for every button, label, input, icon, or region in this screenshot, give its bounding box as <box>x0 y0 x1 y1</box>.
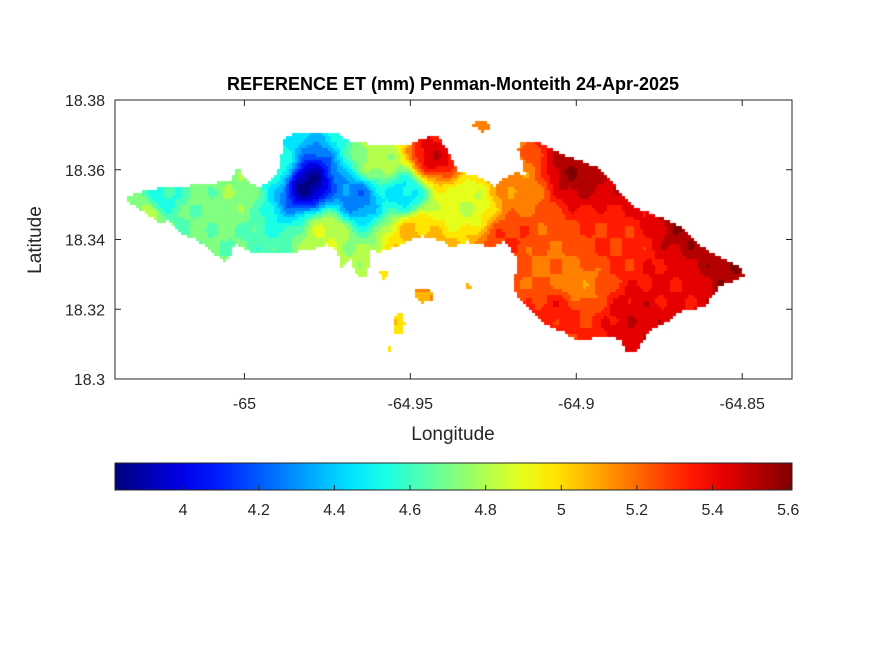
chart-title: REFERENCE ET (mm) Penman-Monteith 24-Apr… <box>227 74 679 94</box>
colorbar-tick-label: 5.4 <box>701 502 723 519</box>
colorbar-tick-label: 4.2 <box>248 502 270 519</box>
y-axis-label: Latitude <box>25 206 46 274</box>
x-tick-label: -64.85 <box>720 396 765 413</box>
et-field-image <box>115 100 792 379</box>
y-tick-label: 18.36 <box>65 163 105 180</box>
y-tick-label: 18.34 <box>65 233 105 250</box>
x-tick-label: -64.95 <box>388 396 433 413</box>
y-axis: 18.3 18.32 18.34 18.36 18.38 <box>65 93 792 389</box>
x-axis: -65 -64.95 -64.9 -64.85 <box>233 100 765 413</box>
plot-area: -65 -64.95 -64.9 -64.85 18.3 18.32 18.34 18.36… <box>65 93 793 413</box>
colorbar: 4 4.2 4.4 4.6 4.8 5 5.2 5.4 5.6 <box>114 462 799 519</box>
x-tick-label: -64.9 <box>558 396 595 413</box>
colorbar-ticks: 4 4.2 4.4 4.6 4.8 5 5.2 5.4 5.6 <box>179 485 799 519</box>
y-tick-label: 18.38 <box>65 93 105 110</box>
colorbar-tick-label: 4.4 <box>323 502 345 519</box>
colorbar-tick-label: 5 <box>557 502 566 519</box>
y-tick-label: 18.3 <box>74 372 105 389</box>
colorbar-gradient <box>115 463 792 490</box>
colorbar-tick-label: 5.6 <box>777 502 799 519</box>
colorbar-tick-label: 4.6 <box>399 502 421 519</box>
x-axis-label: Longitude <box>411 424 494 445</box>
y-tick-label: 18.32 <box>65 302 105 319</box>
x-tick-label: -65 <box>233 396 256 413</box>
colorbar-frame <box>114 462 793 491</box>
colorbar-tick-label: 5.2 <box>626 502 648 519</box>
colorbar-tick-label: 4.8 <box>475 502 497 519</box>
colorbar-tick-label: 4 <box>179 502 188 519</box>
